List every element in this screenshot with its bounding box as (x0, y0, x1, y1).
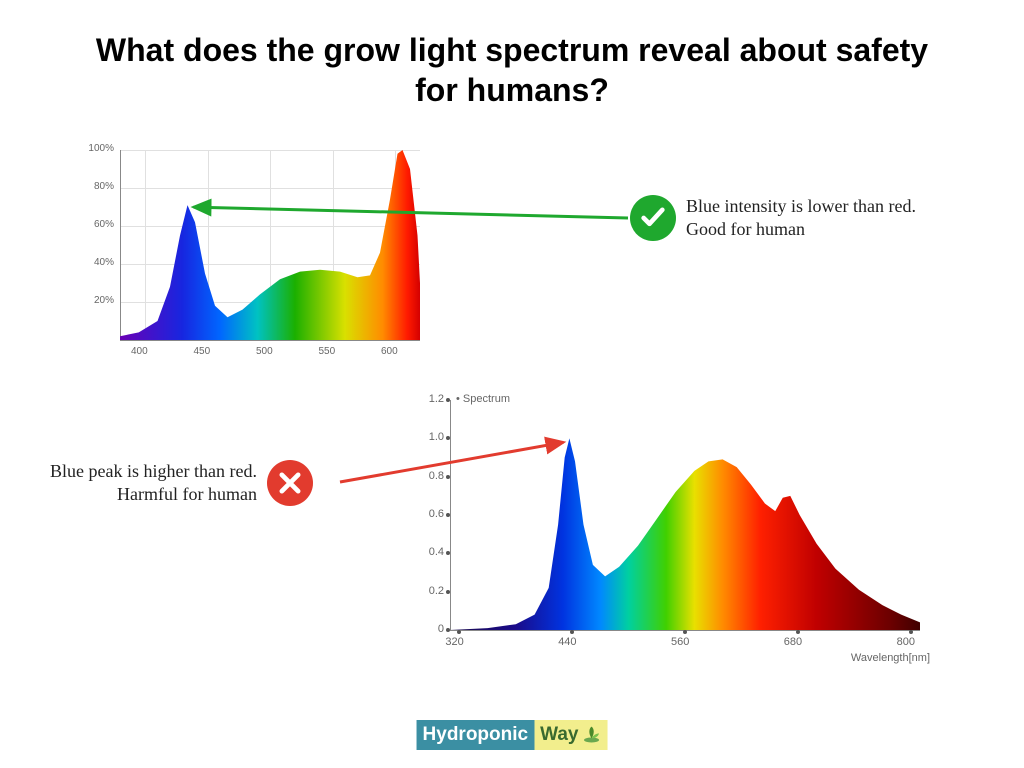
y-tick-label: 1.0 (429, 431, 444, 443)
x-tick-label: 600 (381, 346, 398, 357)
x-tick-label: 680 (784, 636, 802, 648)
annotation-good: Blue intensity is lower than red. Good f… (630, 195, 916, 242)
x-tick-label: 560 (671, 636, 689, 648)
x-axis-label: Wavelength[nm] (851, 652, 930, 664)
y-tick-label: 0.6 (429, 508, 444, 520)
y-tick-label: 40% (94, 257, 114, 268)
x-tick-label: 320 (445, 636, 463, 648)
check-badge (630, 195, 676, 241)
page-title: What does the grow light spectrum reveal… (0, 0, 1024, 120)
y-tick-label: 1.2 (429, 393, 444, 405)
x-tick-label: 400 (131, 346, 148, 357)
logo-part2: Way (534, 720, 607, 750)
logo-part1: Hydroponic (417, 720, 535, 750)
check-icon (639, 204, 667, 232)
brand-logo: Hydroponic Way (417, 720, 608, 750)
x-tick-label: 440 (558, 636, 576, 648)
y-tick-label: 60% (94, 219, 114, 230)
y-tick-label: 0.4 (429, 546, 444, 558)
x-tick-label: 500 (256, 346, 273, 357)
y-tick-label: 20% (94, 295, 114, 306)
x-tick-label: 800 (897, 636, 915, 648)
y-tick-label: 0.2 (429, 585, 444, 597)
cross-badge (267, 460, 313, 506)
leaf-icon (581, 725, 601, 745)
annotation-bad: Blue peak is higher than red. Harmful fo… (50, 460, 313, 507)
logo-part2-text: Way (540, 724, 578, 746)
x-tick-label: 450 (194, 346, 211, 357)
spectrum-area (120, 150, 420, 340)
annotation-line: Harmful for human (50, 483, 257, 506)
annotation-bad-text: Blue peak is higher than red. Harmful fo… (50, 460, 257, 507)
spectrum-area (450, 400, 920, 630)
y-tick-label: 0 (438, 623, 444, 635)
annotation-line: Blue intensity is lower than red. (686, 195, 916, 218)
annotation-good-text: Blue intensity is lower than red. Good f… (686, 195, 916, 242)
x-tick-label: 550 (319, 346, 336, 357)
annotation-line: Good for human (686, 218, 916, 241)
spectrum-chart-good: 20%40%60%80%100%400450500550600 (120, 150, 420, 340)
y-tick-label: 80% (94, 181, 114, 192)
annotation-line: Blue peak is higher than red. (50, 460, 257, 483)
y-tick-label: 0.8 (429, 470, 444, 482)
cross-icon (276, 469, 304, 497)
y-tick-label: 100% (88, 143, 114, 154)
spectrum-chart-harmful: 00.20.40.60.81.01.2320440560680800• Spec… (450, 400, 920, 630)
